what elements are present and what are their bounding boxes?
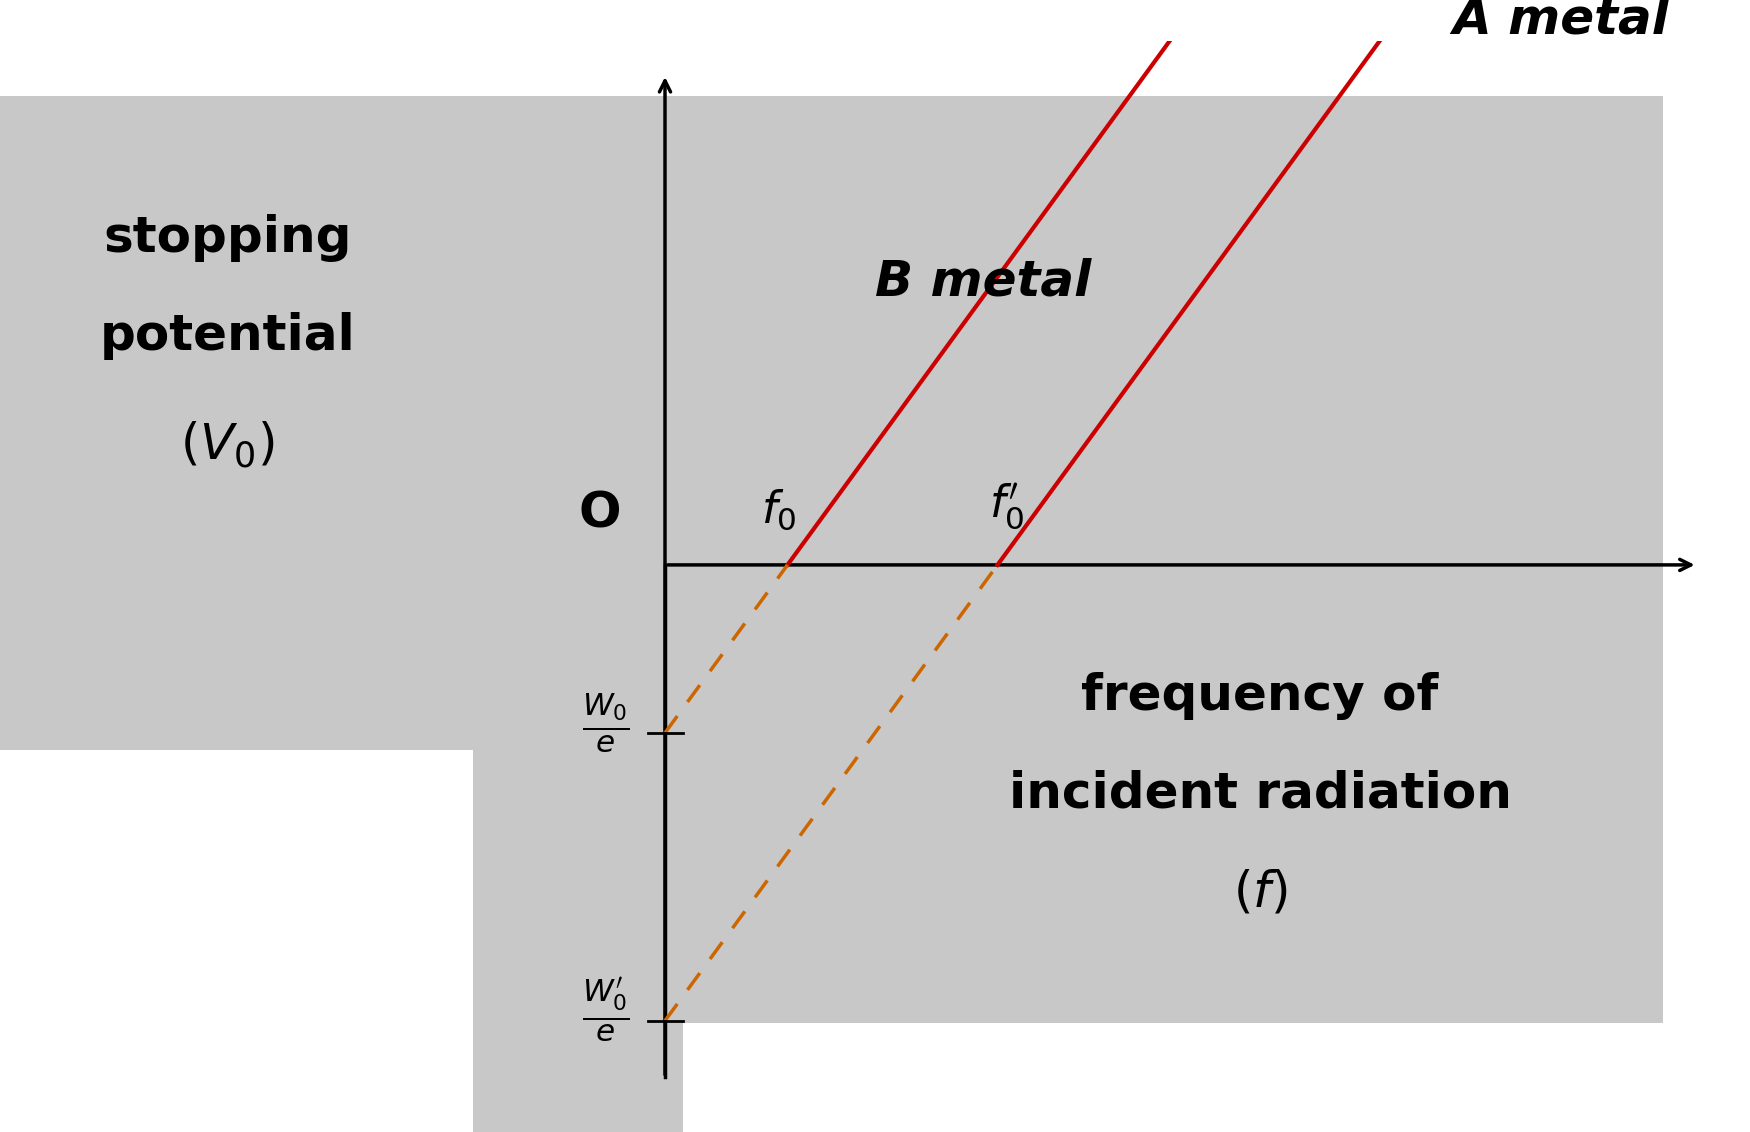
Text: $f_0$: $f_0$ [761,488,796,532]
Text: frequency of: frequency of [1082,671,1438,720]
FancyBboxPatch shape [0,96,507,751]
Text: $f_0'$: $f_0'$ [989,482,1024,532]
FancyBboxPatch shape [473,96,1662,1023]
FancyBboxPatch shape [473,586,682,1132]
FancyBboxPatch shape [682,532,1662,1023]
Text: B metal: B metal [875,257,1092,306]
Text: stopping: stopping [103,214,352,261]
Text: $\frac{W_0'}{e}$: $\frac{W_0'}{e}$ [583,976,630,1044]
Text: potential: potential [100,312,355,360]
Text: $(V_0)$: $(V_0)$ [180,420,275,470]
Text: incident radiation: incident radiation [1008,770,1512,818]
Text: $(f)$: $(f)$ [1232,868,1288,916]
Text: O: O [579,490,621,538]
Text: A metal: A metal [1452,0,1670,44]
Text: $\frac{W_0}{e}$: $\frac{W_0}{e}$ [583,691,630,754]
